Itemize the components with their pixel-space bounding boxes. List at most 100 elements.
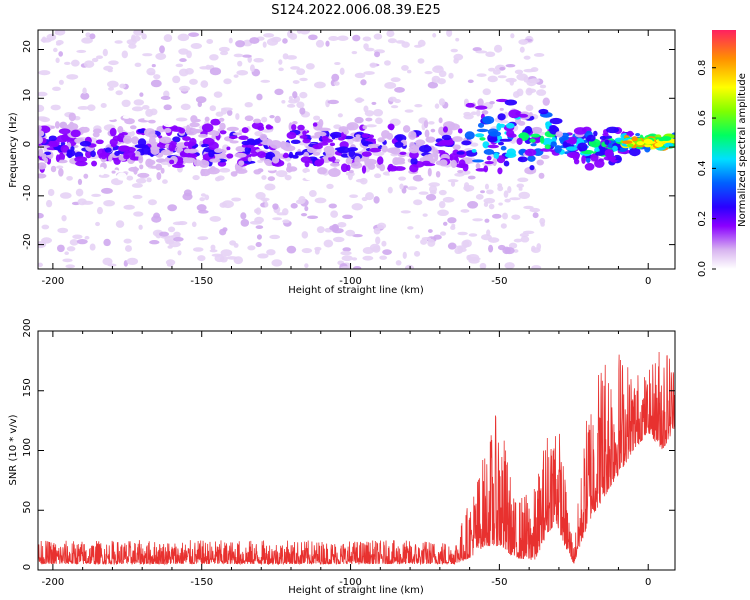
spectrogram-speckle <box>115 220 125 228</box>
spectrogram-cell <box>56 135 69 143</box>
spectrogram-x-tick-label: -200 <box>42 276 65 287</box>
spectrogram-speckle <box>447 242 457 250</box>
spectrogram-cell <box>626 143 634 148</box>
spectrogram-cell <box>95 139 104 145</box>
spectrogram-speckle <box>64 251 70 256</box>
spectrogram-cell <box>524 148 537 157</box>
spectrogram-speckle <box>429 185 438 194</box>
spectrogram-cell <box>241 127 249 134</box>
spectrogram-speckle <box>513 238 523 243</box>
spectrogram-cell <box>477 122 485 128</box>
spectrogram-speckle <box>525 104 534 112</box>
spectrogram-cell <box>312 144 323 150</box>
spectrogram-speckle <box>197 236 209 241</box>
spectrogram-cell <box>229 140 239 144</box>
spectrogram-cell <box>321 135 329 141</box>
spectrogram-cell <box>474 133 485 138</box>
spectrogram-cell <box>70 145 75 152</box>
spectrogram-speckle <box>282 38 288 44</box>
colorbar-tick-label: 0.4 <box>697 160 708 176</box>
spectrogram-speckle <box>414 104 423 108</box>
spectrogram-speckle <box>351 257 358 261</box>
spectrogram-speckle <box>313 81 326 89</box>
spectrogram-speckle <box>261 129 273 133</box>
spectrogram-cell <box>464 131 475 140</box>
spectrogram-speckle <box>287 30 294 39</box>
spectrogram-cell <box>658 137 665 142</box>
spectrogram-cell <box>109 138 118 146</box>
spectrogram-speckle <box>427 121 435 125</box>
spectrogram-speckle <box>307 215 319 219</box>
spectrogram-cell <box>317 167 328 175</box>
spectrogram-speckle <box>149 240 160 245</box>
spectrogram-speckle <box>163 34 173 42</box>
spectrogram-speckle <box>70 59 80 67</box>
spectrogram-cell <box>524 125 533 134</box>
spectrogram-cell <box>198 133 208 138</box>
spectrogram-cell <box>410 157 418 166</box>
spectrogram-cell <box>265 167 277 171</box>
spectrogram-cell <box>199 159 210 168</box>
spectrogram-speckle <box>458 247 467 253</box>
spectrogram-speckle <box>351 203 363 211</box>
spectrogram-speckle <box>83 60 95 68</box>
spectrogram-speckle <box>438 189 447 196</box>
spectrogram-speckle <box>167 204 178 212</box>
spectrogram-speckle <box>467 79 474 84</box>
spectrogram-cell <box>147 159 156 165</box>
snr-axes: -200 -150 -100 -50 0 0 50 100 150 200 <box>22 318 675 588</box>
spectrogram-cell <box>75 161 88 167</box>
spectrogram-speckle <box>450 48 459 53</box>
spectrogram-cell <box>139 164 144 170</box>
spectrogram-cell <box>635 133 641 137</box>
spectrogram-speckle <box>536 89 547 96</box>
spectrogram-speckle <box>448 72 454 79</box>
spectrogram-speckle <box>533 53 545 57</box>
spectrogram-speckle <box>235 113 240 120</box>
spectrogram-cell <box>346 164 351 172</box>
spectrogram-cell <box>542 137 553 146</box>
spectrogram-speckle <box>399 183 404 190</box>
spectrogram-cell <box>488 131 502 137</box>
spectrogram-cell <box>655 134 662 139</box>
spectrogram-speckle <box>162 179 168 184</box>
spectrogram-cell <box>70 129 81 138</box>
spectrogram-cell <box>263 158 272 164</box>
spectrogram-cell <box>90 150 96 158</box>
spectrogram-speckle <box>184 68 194 75</box>
spectrogram-speckle <box>401 65 409 71</box>
spectrogram-speckle <box>52 86 61 92</box>
spectrogram-speckle <box>81 37 93 44</box>
spectrogram-speckle <box>489 101 495 105</box>
spectrogram-speckle <box>498 202 503 206</box>
spectrogram-cell <box>381 145 388 153</box>
spectrogram-speckle <box>133 30 144 36</box>
spectrogram-cell <box>122 115 130 119</box>
spectrogram-cell <box>536 159 544 166</box>
spectrogram-speckle <box>509 197 521 201</box>
spectrogram-speckle <box>165 259 176 266</box>
spectrogram-cell <box>542 97 550 106</box>
snr-x-tick-label: -100 <box>339 577 362 588</box>
spectrogram-cell <box>133 166 138 175</box>
spectrogram-cell <box>497 141 505 146</box>
spectrogram-cell <box>50 165 57 173</box>
spectrogram-speckle <box>491 213 502 219</box>
spectrogram-speckle <box>363 43 369 50</box>
spectrogram-speckle <box>240 212 247 220</box>
spectrogram-speckle <box>134 62 142 68</box>
spectrogram-cell <box>302 130 307 136</box>
spectrogram-cell <box>201 123 214 133</box>
spectrogram-cell <box>168 142 176 152</box>
spectrogram-cell <box>100 153 107 160</box>
spectrogram-speckle <box>314 248 320 255</box>
spectrogram-cell <box>312 122 318 127</box>
spectrogram-speckle <box>299 107 306 115</box>
spectrogram-speckle <box>510 33 515 39</box>
spectrogram-speckle <box>173 237 184 242</box>
spectrogram-speckle <box>233 53 244 58</box>
spectrogram-cell <box>343 129 349 135</box>
spectrogram-speckle <box>301 231 309 239</box>
spectrogram-speckle <box>172 75 181 84</box>
spectrogram-cell <box>452 136 463 142</box>
